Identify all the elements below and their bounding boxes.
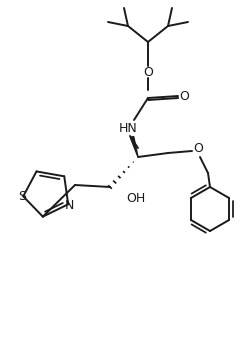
- Polygon shape: [130, 137, 138, 157]
- Text: O: O: [179, 90, 189, 102]
- Text: S: S: [18, 190, 26, 203]
- Text: O: O: [193, 143, 203, 156]
- Text: O: O: [143, 66, 153, 78]
- Text: N: N: [64, 199, 74, 212]
- Text: HN: HN: [119, 121, 137, 134]
- Text: OH: OH: [126, 192, 145, 205]
